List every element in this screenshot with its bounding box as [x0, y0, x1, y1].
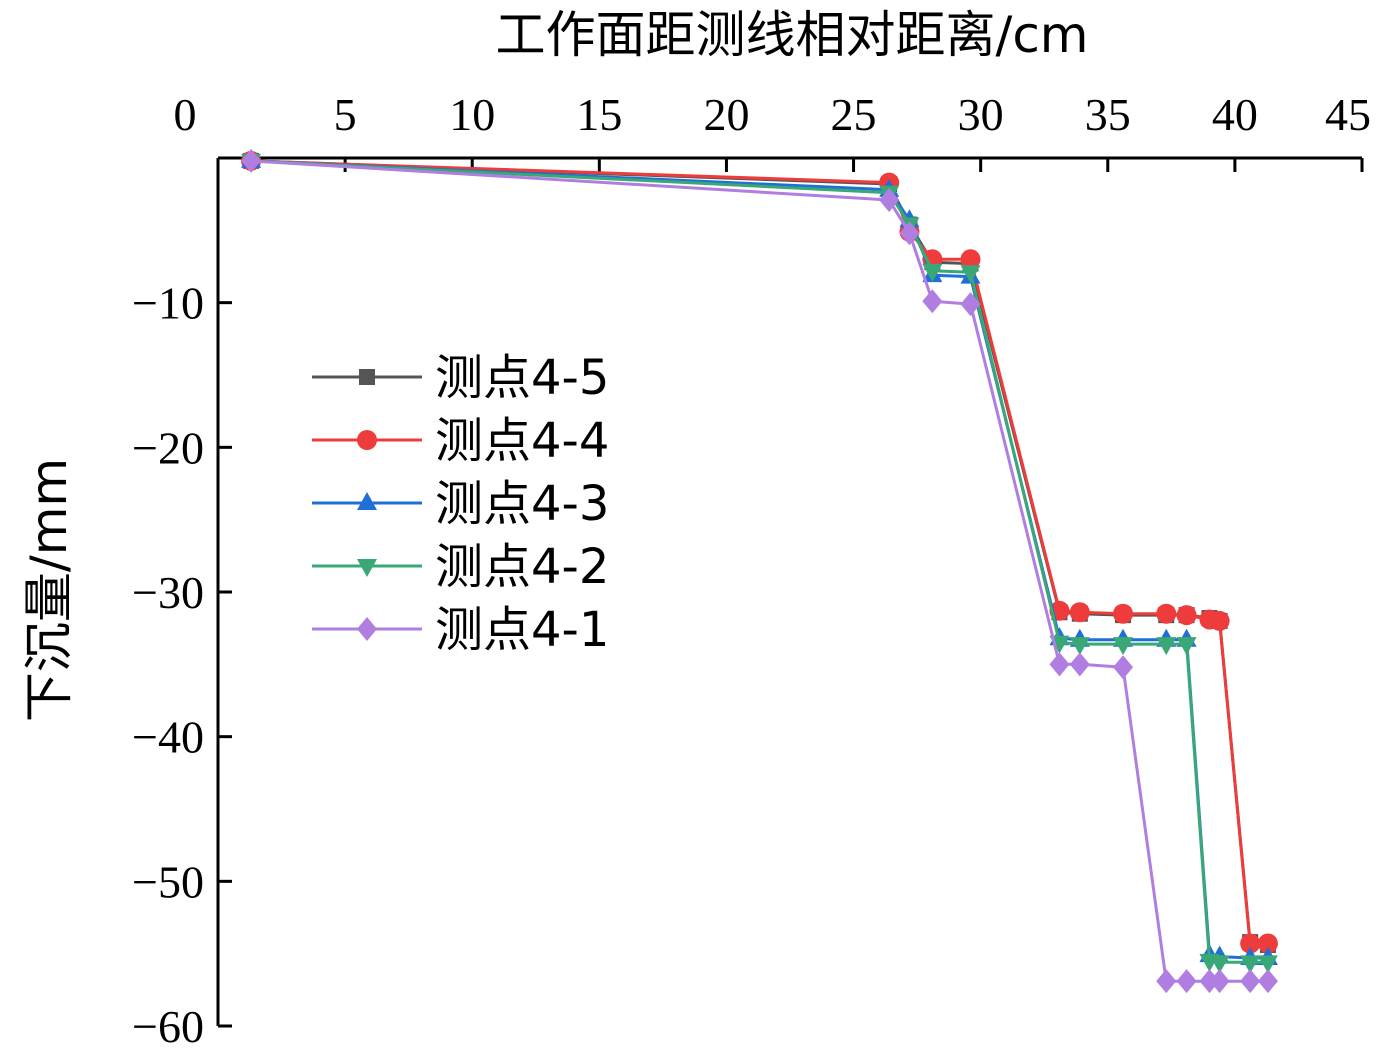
y-tick-label: −30 — [132, 567, 204, 618]
legend-item: 测点4-5 — [312, 350, 609, 406]
data-point — [1113, 655, 1134, 680]
legend-item: 测点4-1 — [312, 602, 609, 658]
data-point — [1069, 602, 1090, 623]
data-point — [1209, 955, 1230, 974]
x-tick-label: 25 — [831, 89, 877, 140]
series-line — [250, 159, 1268, 983]
data-point — [1257, 955, 1278, 974]
data-point — [922, 289, 943, 314]
data-point — [357, 430, 377, 450]
data-point — [1069, 637, 1090, 656]
data-point — [1240, 955, 1261, 974]
y-axis-title: 下沉量/mm — [20, 458, 78, 722]
data-point — [960, 249, 981, 270]
legend-label: 测点4-1 — [435, 602, 609, 658]
data-point — [1156, 637, 1177, 656]
x-tick-label: 5 — [334, 89, 357, 140]
data-point — [1113, 637, 1134, 656]
data-point — [357, 492, 377, 510]
x-tick-label: 45 — [1325, 89, 1371, 140]
x-tick-label: 35 — [1085, 89, 1131, 140]
series-line — [250, 159, 1268, 945]
x-tick-label: 30 — [958, 89, 1004, 140]
data-point — [899, 221, 920, 246]
data-point — [241, 148, 262, 173]
series-3 — [241, 149, 1278, 966]
x-tick-label: 20 — [703, 89, 749, 140]
legend-item: 测点4-4 — [312, 413, 609, 469]
y-tick-label: −20 — [132, 422, 204, 473]
series-line — [250, 159, 1269, 947]
legend: 测点4-5 测点4-4 测点4-3 测点4-2 测点4-1 — [312, 350, 609, 658]
data-point — [1240, 933, 1261, 954]
y-tick-label: −60 — [132, 1001, 204, 1052]
data-point — [1156, 603, 1177, 624]
series-layer — [241, 148, 1278, 994]
data-point — [1257, 969, 1278, 994]
series-line — [250, 159, 1268, 960]
data-point — [357, 617, 377, 641]
data-point — [1257, 933, 1278, 954]
series-5 — [241, 148, 1278, 994]
legend-label: 测点4-5 — [435, 350, 609, 406]
data-point — [357, 559, 377, 577]
data-point — [960, 265, 981, 284]
data-point — [1209, 610, 1230, 631]
y-tick-label: −10 — [132, 278, 204, 329]
legend-label: 测点4-2 — [435, 539, 609, 595]
data-point — [1240, 969, 1261, 994]
x-tick-label: 0 — [174, 89, 197, 140]
data-point — [1049, 652, 1070, 677]
data-point — [1069, 652, 1090, 677]
data-point — [359, 369, 375, 385]
x-tick-label: 40 — [1212, 89, 1258, 140]
legend-item: 测点4-2 — [312, 539, 609, 595]
x-axis-title: 工作面距测线相对距离/cm — [495, 6, 1088, 64]
legend-label: 测点4-3 — [435, 476, 609, 532]
series-line — [250, 159, 1268, 964]
data-point — [879, 187, 900, 212]
axes: 0 5 10 15 20 25 30 35 40 45 −10 −20 −30 −40 −50 −60 — [132, 89, 1371, 1052]
data-point — [1176, 969, 1197, 994]
data-point — [1199, 969, 1220, 994]
x-tick-label: 15 — [576, 89, 622, 140]
legend-label: 测点4-4 — [435, 413, 609, 469]
data-point — [1176, 637, 1197, 656]
data-point — [1156, 969, 1177, 994]
x-tick-label: 10 — [449, 89, 495, 140]
y-tick-label: −40 — [132, 712, 204, 763]
data-point — [922, 263, 943, 282]
data-point — [1113, 603, 1134, 624]
series-4 — [241, 153, 1278, 974]
data-point — [960, 292, 981, 317]
series-1 — [243, 152, 1276, 953]
data-point — [1176, 605, 1197, 626]
legend-item: 测点4-3 — [312, 476, 609, 532]
y-tick-label: −50 — [132, 856, 204, 907]
data-point — [1209, 969, 1230, 994]
series-2 — [241, 150, 1278, 954]
